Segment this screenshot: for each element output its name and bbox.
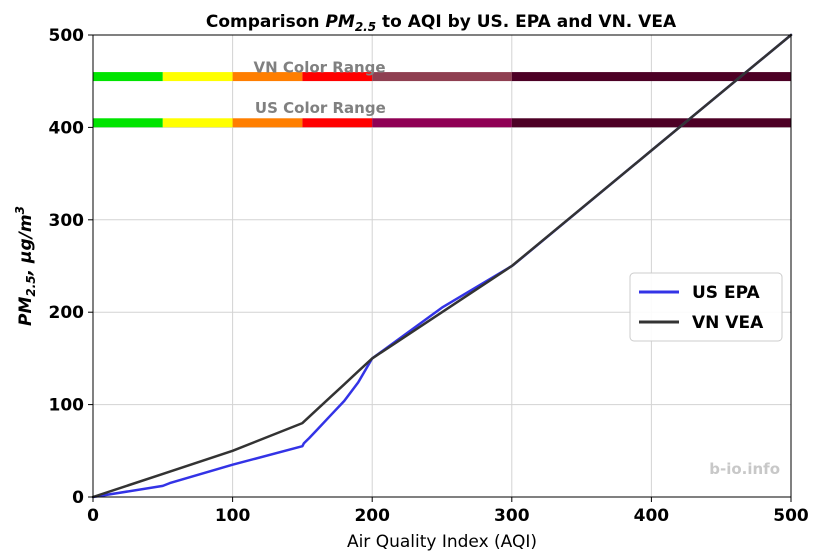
x-tick-label-0: 0	[87, 506, 99, 526]
legend-label-vn-vea: VN VEA	[692, 313, 764, 333]
color-range-0-segment-2	[232, 72, 303, 82]
color-range-label-0: VN Color Range	[254, 58, 386, 76]
y-tick-label-5: 500	[49, 26, 85, 46]
color-range-label-1: US Color Range	[255, 99, 386, 117]
y-tick-label-3: 300	[49, 211, 85, 231]
y-tick-label-1: 100	[49, 396, 85, 416]
color-range-0: VN Color Range	[93, 58, 791, 82]
grid-lines	[92, 34, 792, 498]
color-range-1-segment-4	[372, 118, 512, 128]
color-range-1-segment-0	[93, 118, 163, 128]
legend: US EPA VN VEA	[629, 272, 783, 342]
series-line-vn-vea	[91, 33, 793, 499]
color-range-1-segment-2	[232, 118, 303, 128]
x-axis-label: Air Quality Index (AQI)	[347, 532, 537, 552]
y-tick-label-0: 0	[72, 488, 84, 508]
color-range-0-segment-0	[93, 72, 163, 82]
color-ranges: VN Color Range US Color Range	[93, 58, 791, 128]
color-range-0-segment-3	[302, 72, 373, 82]
color-range-0-segment-1	[162, 72, 233, 82]
legend-label-us-epa: US EPA	[692, 283, 760, 303]
y-tick-label-2: 200	[49, 303, 85, 323]
x-tick-label-5: 500	[773, 506, 809, 526]
color-range-1-segment-1	[162, 118, 233, 128]
color-range-0-segment-4	[372, 72, 512, 82]
axis-ticks: 0 100 200 300 400 500 0 100 200 300 400 500	[49, 26, 809, 526]
color-range-1-segment-3	[302, 118, 373, 128]
color-range-1-segment-5	[511, 118, 791, 128]
y-tick-label-4: 400	[49, 118, 85, 138]
x-tick-label-3: 300	[494, 506, 530, 526]
plot-frame	[92, 34, 792, 498]
series-line-us-epa	[91, 33, 793, 499]
color-range-1: US Color Range	[93, 99, 791, 128]
chart-title: Comparison PM2.5 to AQI by US. EPA and V…	[206, 12, 677, 34]
color-range-0-segment-5	[511, 72, 791, 82]
x-tick-label-2: 200	[354, 506, 390, 526]
y-axis-label: PM2.5, µg/m3	[13, 206, 38, 326]
x-tick-label-1: 100	[215, 506, 251, 526]
series-lines	[91, 33, 793, 499]
x-tick-label-4: 400	[634, 506, 670, 526]
watermark: b-io.info	[709, 460, 780, 478]
legend-box	[629, 272, 783, 342]
